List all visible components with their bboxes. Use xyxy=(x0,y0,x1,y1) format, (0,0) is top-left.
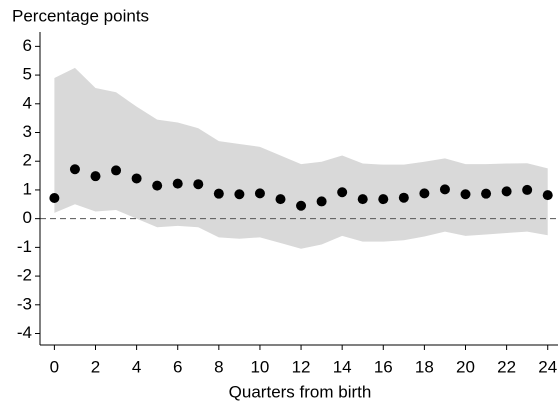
x-tick-label: 4 xyxy=(132,357,141,376)
y-tick-label: -1 xyxy=(17,237,32,256)
point xyxy=(152,180,163,191)
point xyxy=(542,190,553,201)
point xyxy=(522,184,533,195)
x-tick-label: 18 xyxy=(415,357,434,376)
x-tick-label: 20 xyxy=(456,357,475,376)
x-tick-label: 16 xyxy=(374,357,393,376)
point xyxy=(90,171,101,182)
x-tick-label: 8 xyxy=(214,357,223,376)
y-tick-label: -2 xyxy=(17,266,32,285)
x-tick-label: 10 xyxy=(250,357,269,376)
point xyxy=(316,196,327,207)
confidence-band xyxy=(54,67,548,249)
y-tick-label: 6 xyxy=(23,36,32,55)
point xyxy=(275,194,286,205)
y-tick-label: 1 xyxy=(23,179,32,198)
x-tick-label: 14 xyxy=(333,357,352,376)
x-tick-label: 24 xyxy=(538,357,557,376)
y-tick-label: 4 xyxy=(23,93,32,112)
point xyxy=(378,194,389,205)
x-tick-label: 22 xyxy=(497,357,516,376)
point xyxy=(193,179,204,190)
x-axis-label: Quarters from birth xyxy=(229,382,372,401)
point xyxy=(501,186,512,197)
chart-title: Percentage points xyxy=(12,6,149,25)
point xyxy=(172,178,183,189)
point xyxy=(357,194,368,205)
point xyxy=(460,189,471,200)
y-tick-label: 3 xyxy=(23,122,32,141)
y-tick-label: 0 xyxy=(23,208,32,227)
point xyxy=(69,164,80,175)
point xyxy=(49,192,60,203)
y-tick-label: -3 xyxy=(17,294,32,313)
point xyxy=(419,188,430,199)
point xyxy=(111,165,122,176)
point xyxy=(481,188,492,199)
x-tick-label: 0 xyxy=(50,357,59,376)
point xyxy=(439,184,450,195)
y-tick-label: -4 xyxy=(17,323,32,342)
x-tick-label: 2 xyxy=(91,357,100,376)
x-tick-label: 12 xyxy=(292,357,311,376)
point xyxy=(254,188,265,199)
point xyxy=(131,173,142,184)
point xyxy=(337,187,348,198)
x-tick-label: 6 xyxy=(173,357,182,376)
point xyxy=(296,200,307,211)
point xyxy=(398,192,409,203)
point xyxy=(234,189,245,200)
y-tick-label: 2 xyxy=(23,151,32,170)
y-tick-label: 5 xyxy=(23,65,32,84)
point xyxy=(213,188,224,199)
